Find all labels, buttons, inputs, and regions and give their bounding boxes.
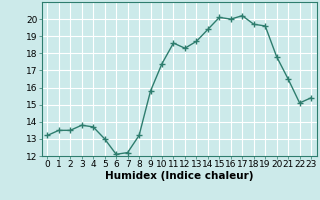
X-axis label: Humidex (Indice chaleur): Humidex (Indice chaleur)	[105, 171, 253, 181]
